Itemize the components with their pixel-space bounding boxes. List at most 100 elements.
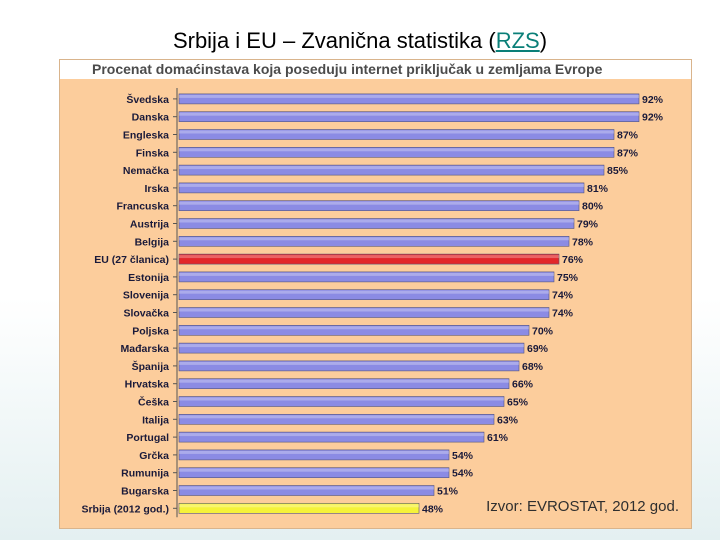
category-label: Italija (142, 414, 169, 426)
value-label: 75% (557, 272, 579, 284)
bar-highlight (179, 94, 639, 98)
category-label: Španija (132, 360, 170, 373)
bar (178, 164, 605, 176)
value-label: 74% (552, 290, 574, 302)
bar-highlight (179, 148, 614, 152)
value-label: 85% (607, 165, 629, 177)
bar (178, 307, 550, 318)
category-label: Belgija (135, 236, 170, 248)
value-label: 68% (522, 361, 544, 373)
category-label: Grčka (139, 450, 169, 462)
value-label: 61% (487, 432, 509, 444)
value-label: 92% (642, 94, 664, 106)
bar-highlight (179, 415, 494, 419)
bar (178, 431, 485, 443)
category-label: Bugarska (121, 486, 169, 498)
bar-highlight (179, 255, 559, 259)
value-label: 81% (587, 183, 609, 195)
bar-chart: Švedska 92% Danska 92% Engleska 87% Finska 87% N… (81, 88, 664, 518)
value-label: 79% (577, 219, 599, 231)
chart-title: Procenat domaćinstava koja poseduju inte… (60, 60, 691, 79)
category-label: Engleska (123, 130, 169, 142)
bar (178, 218, 575, 229)
bar-highlight (179, 361, 519, 365)
bar (178, 467, 450, 479)
bar-highlight (179, 237, 569, 241)
bar-highlight (179, 130, 614, 134)
rzs-link[interactable]: RZS (495, 28, 540, 53)
bar (178, 378, 510, 390)
value-label: 48% (422, 503, 444, 515)
bar (178, 129, 615, 140)
bar-highlight (179, 219, 574, 223)
bar-highlight (179, 344, 524, 348)
bar (178, 271, 555, 283)
category-label: Irska (144, 183, 169, 195)
value-label: 65% (507, 397, 529, 409)
value-label: 51% (437, 486, 459, 498)
value-label: 69% (527, 343, 549, 355)
category-label: EU (27 članica) (94, 254, 169, 266)
value-label: 66% (512, 379, 534, 391)
bar-highlight (179, 504, 419, 508)
slide-title: Srbija i EU – Zvanična statistika (RZS) (0, 28, 720, 54)
value-label: 92% (642, 112, 664, 124)
value-label: 80% (582, 201, 604, 213)
value-label: 74% (552, 308, 574, 320)
category-label: Rumunija (121, 468, 169, 480)
bar-highlight (179, 112, 639, 116)
bar-highlight (179, 272, 554, 276)
category-label: Češka (138, 396, 169, 409)
bar-highlight (179, 468, 449, 472)
bar (178, 449, 450, 461)
value-label: 87% (617, 147, 639, 159)
category-label: Švedska (126, 93, 169, 106)
bar (178, 413, 495, 425)
chart-panel: Procenat domaćinstava koja poseduju inte… (59, 59, 692, 529)
bar (178, 289, 550, 300)
bar (178, 342, 525, 354)
value-label: 70% (532, 325, 554, 337)
value-label: 54% (452, 468, 474, 480)
bar-highlight (179, 433, 484, 437)
value-label: 54% (452, 450, 474, 462)
bar-highlight (179, 290, 549, 294)
bar-highlight (179, 183, 584, 187)
category-label: Hrvatska (125, 379, 170, 391)
category-label: Poljska (132, 325, 169, 337)
value-label: 78% (572, 236, 594, 248)
bar (178, 324, 530, 336)
slide-title-prefix: Srbija i EU – Zvanična statistika ( (172, 28, 496, 53)
bar (178, 396, 505, 407)
value-label: 76% (562, 254, 584, 266)
bar (178, 200, 580, 211)
bar (178, 93, 640, 105)
category-label: Slovačka (123, 308, 169, 320)
bar-highlight (179, 326, 529, 330)
bar-highlight (179, 486, 434, 490)
value-label: 87% (617, 130, 639, 142)
bar (178, 360, 520, 372)
bar (178, 253, 560, 265)
slide-title-suffix: ) (539, 28, 548, 53)
bar (178, 182, 585, 194)
category-label: Slovenija (123, 290, 169, 302)
value-label: 63% (497, 414, 519, 426)
bar (178, 236, 570, 247)
bar-highlight (179, 308, 549, 312)
category-label: Portugal (126, 432, 169, 444)
category-label: Danska (132, 112, 170, 124)
bar-highlight (179, 201, 579, 205)
category-label: Mađarska (121, 343, 170, 355)
category-label: Finska (136, 147, 169, 159)
bar-highlight (179, 166, 604, 170)
source-note: Izvor: EVROSTAT, 2012 god. (486, 498, 679, 515)
bar (178, 485, 435, 496)
bar (178, 147, 615, 158)
bar (178, 111, 640, 123)
category-label: Nemačka (123, 165, 169, 177)
category-label: Austrija (130, 219, 169, 231)
bar-highlight (179, 379, 509, 383)
bar-highlight (179, 397, 504, 401)
bar-highlight (179, 450, 449, 454)
